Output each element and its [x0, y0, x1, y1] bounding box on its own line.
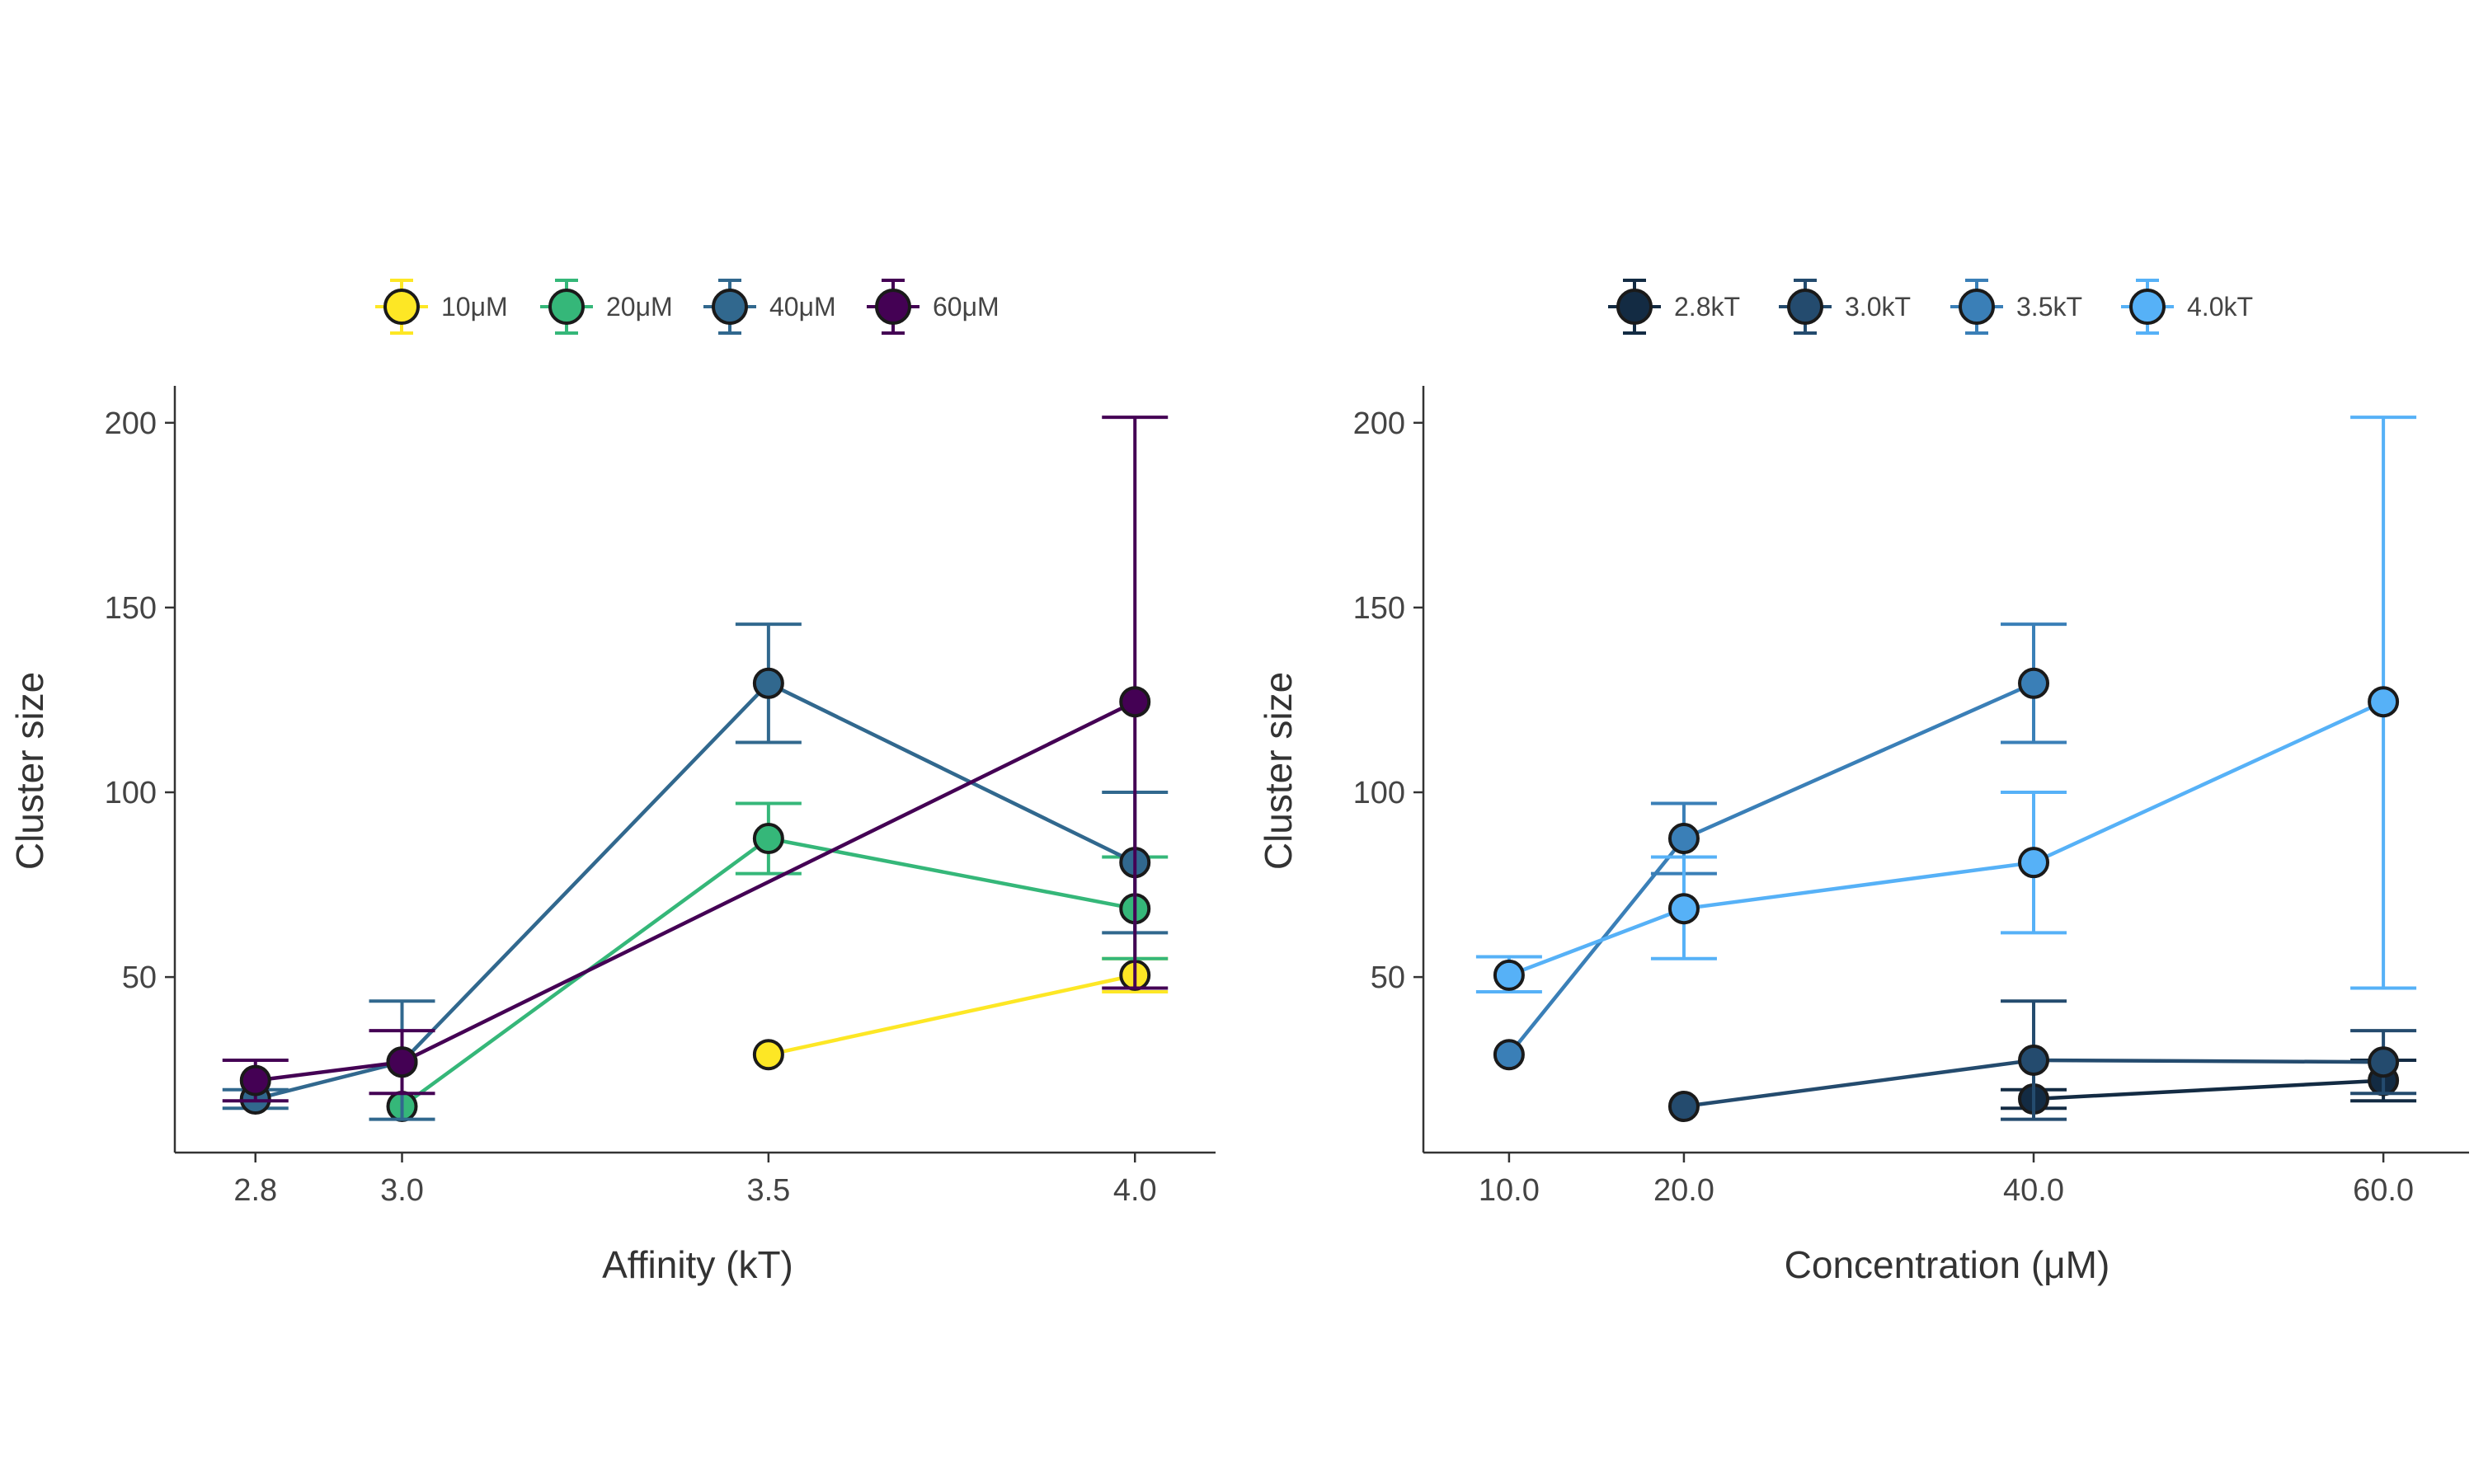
concentration-x-ticks: 10.0 20.0 40.0 60.0 — [1479, 1153, 2414, 1208]
affinity-y-tick-label: 200 — [105, 406, 157, 441]
data-point — [752, 667, 784, 699]
legend-item: 40μM — [703, 279, 836, 335]
concentration-series-0 — [2001, 1058, 2417, 1115]
affinity-series-3 — [222, 416, 1169, 1103]
legend-label: 60μM — [933, 292, 999, 322]
affinity-plot-area — [222, 416, 1169, 1122]
affinity-y-ticks: 50 100 150 200 — [105, 406, 175, 995]
legend-point-key — [548, 289, 585, 325]
data-point — [2368, 1046, 2400, 1078]
legend-item: 2.8kT — [1608, 279, 1740, 335]
series-line — [255, 681, 1136, 1101]
legend-item: 3.0kT — [1779, 279, 1911, 335]
data-point — [2018, 667, 2050, 699]
concentration-series-1 — [1667, 999, 2417, 1122]
concentration-y-tick-label: 150 — [1353, 591, 1405, 626]
affinity-x-tick-label: 4.0 — [1113, 1173, 1157, 1208]
data-point — [1119, 686, 1151, 718]
affinity-y-tick-label: 100 — [105, 776, 157, 810]
affinity-y-axis-label: Cluster size — [8, 672, 51, 870]
affinity-y-tick-label: 150 — [105, 591, 157, 626]
concentration-y-ticks: 50 100 150 200 — [1353, 406, 1423, 995]
legend-point-key — [1616, 289, 1653, 325]
series-line — [1507, 681, 2034, 1056]
legend-label: 4.0kT — [2187, 292, 2253, 322]
data-point — [752, 1039, 784, 1071]
data-point — [752, 823, 784, 855]
affinity-x-tick-label: 2.8 — [233, 1173, 277, 1208]
affinity-series-0 — [752, 956, 1169, 1071]
affinity-panel: 10μM 20μM 40μM 60μM 2.8 3.0 3.5 4.0 50 100 150 20… — [8, 279, 1216, 1286]
legend-label: 2.8kT — [1674, 292, 1740, 322]
legend-point-key — [875, 289, 911, 325]
concentration-y-tick-label: 200 — [1353, 406, 1405, 441]
concentration-x-tick-label: 40.0 — [2003, 1173, 2064, 1208]
concentration-x-tick-label: 60.0 — [2353, 1173, 2414, 1208]
data-point — [2018, 1044, 2050, 1076]
concentration-x-tick-label: 20.0 — [1653, 1173, 1714, 1208]
series-line — [768, 973, 1136, 1057]
concentration-legend: 2.8kT 3.0kT 3.5kT 4.0kT — [1608, 279, 2253, 335]
series-line — [2033, 1078, 2384, 1101]
legend-item: 20μM — [540, 279, 673, 335]
legend-label: 3.0kT — [1845, 292, 1911, 322]
concentration-y-tick-label: 50 — [1371, 960, 1405, 995]
data-point — [1493, 1039, 1525, 1071]
affinity-x-ticks: 2.8 3.0 3.5 4.0 — [233, 1153, 1157, 1208]
legend-point-key — [383, 289, 420, 325]
legend-label: 3.5kT — [2016, 292, 2082, 322]
legend-label: 10μM — [441, 292, 508, 322]
concentration-y-tick-label: 100 — [1353, 776, 1405, 810]
affinity-x-axis-label: Affinity (kT) — [602, 1243, 793, 1286]
concentration-series-2 — [1493, 622, 2067, 1071]
concentration-plot-area — [1475, 416, 2417, 1122]
affinity-legend: 10μM 20μM 40μM 60μM — [375, 279, 999, 335]
affinity-y-tick-label: 50 — [122, 960, 157, 995]
legend-label: 20μM — [606, 292, 673, 322]
legend-point-key — [712, 289, 748, 325]
concentration-panel: 2.8kT 3.0kT 3.5kT 4.0kT 10.0 20.0 40.0 60.0 50… — [1257, 279, 2469, 1286]
concentration-x-axis-label: Concentration (μM) — [1785, 1243, 2110, 1286]
data-point — [1667, 893, 1700, 925]
legend-item: 3.5kT — [1950, 279, 2082, 335]
affinity-x-tick-label: 3.0 — [380, 1173, 424, 1208]
data-point — [2018, 847, 2050, 879]
series-line — [1508, 700, 2385, 977]
data-point — [1667, 1090, 1700, 1122]
data-point — [1493, 959, 1525, 991]
affinity-series-1 — [386, 801, 1169, 1122]
concentration-series-3 — [1475, 416, 2417, 994]
affinity-series-2 — [222, 622, 1169, 1121]
data-point — [239, 1064, 271, 1097]
legend-point-key — [1787, 289, 1823, 325]
data-point — [386, 1046, 418, 1078]
affinity-x-tick-label: 3.5 — [746, 1173, 790, 1208]
data-point — [1667, 823, 1700, 855]
concentration-y-axis-label: Cluster size — [1257, 672, 1300, 870]
legend-point-key — [2129, 289, 2166, 325]
legend-item: 4.0kT — [2121, 279, 2253, 335]
legend-item: 10μM — [375, 279, 508, 335]
legend-item: 60μM — [867, 279, 999, 335]
legend-point-key — [1959, 289, 1995, 325]
legend-label: 40μM — [769, 292, 836, 322]
data-point — [2368, 686, 2400, 718]
concentration-x-tick-label: 10.0 — [1479, 1173, 1540, 1208]
